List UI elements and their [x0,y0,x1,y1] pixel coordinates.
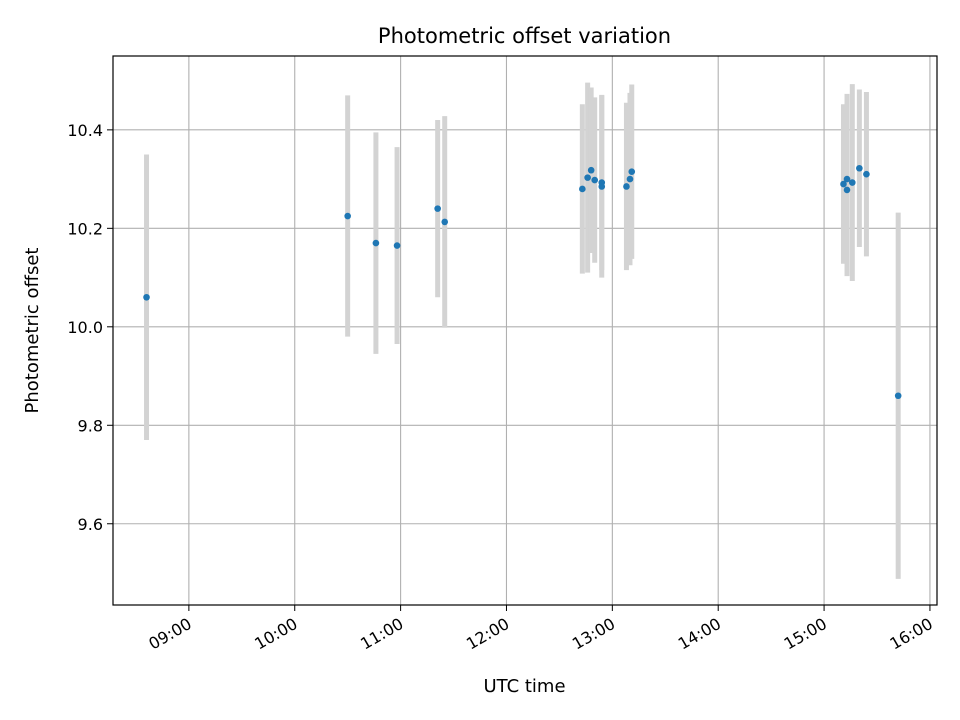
data-point [849,179,856,186]
y-tick-label: 9.8 [78,416,103,435]
data-point [591,176,598,184]
plot-frame [112,55,938,606]
data-point [344,212,351,220]
grid-lines [113,56,937,605]
data-point [393,242,401,249]
data-point [623,183,630,190]
data-point [598,183,606,190]
y-tick-label: 10.0 [67,318,103,337]
y-tick-label: 9.6 [78,515,103,534]
data-point [843,186,851,194]
y-axis-ticks: 9.6 9.8 10.0 10.2 10.4 [67,121,113,534]
data-point [584,174,591,181]
y-axis-title: Photometric offset [22,248,43,414]
y-tick-label: 10.2 [67,219,103,238]
data-point [587,166,595,174]
y-tick-label: 10.4 [67,121,103,140]
data-point [843,175,851,183]
data-points [143,164,902,400]
data-point [856,164,863,172]
data-point [628,168,636,176]
x-axis-title: UTC time [483,676,565,697]
data-point [626,175,634,183]
data-point [441,218,449,226]
data-point [579,185,586,193]
data-point [840,180,847,188]
data-point [143,293,150,301]
chart-title: Photometric offset variation [378,24,671,48]
data-point [434,205,441,212]
data-point [894,392,902,400]
data-point [863,170,870,178]
data-point [372,239,380,247]
